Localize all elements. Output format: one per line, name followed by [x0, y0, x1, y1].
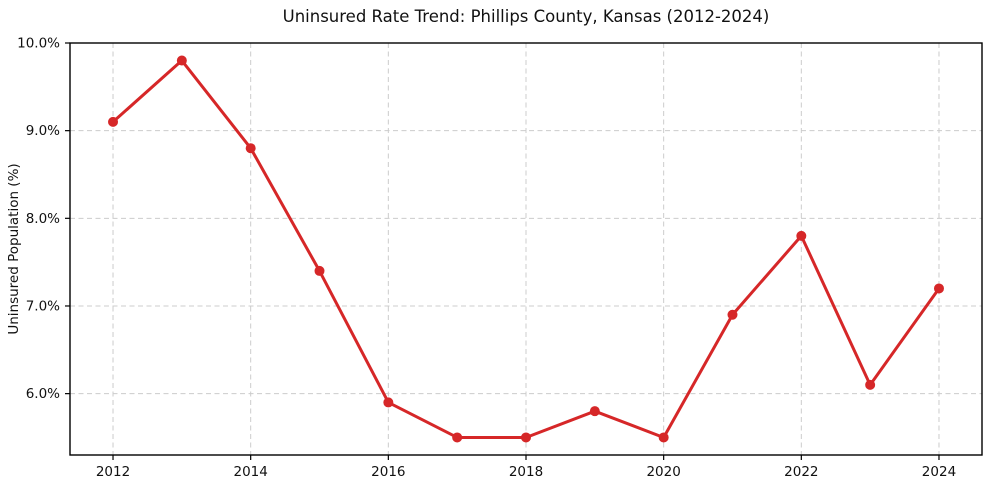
y-tick-label: 6.0%: [26, 386, 60, 402]
data-point-2015: [314, 265, 325, 276]
y-tick-label: 8.0%: [26, 211, 60, 227]
y-tick-label: 10.0%: [17, 36, 60, 52]
data-point-2023: [865, 379, 876, 390]
data-point-2016: [383, 397, 394, 408]
data-point-2012: [108, 116, 119, 127]
x-tick-label: 2016: [371, 464, 405, 480]
y-tick-label: 9.0%: [26, 123, 60, 139]
chart-title: Uninsured Rate Trend: Phillips County, K…: [282, 7, 770, 26]
data-point-2014: [245, 143, 256, 154]
data-point-2018: [521, 432, 531, 443]
x-tick-label: 2012: [96, 464, 130, 480]
x-tick-label: 2024: [922, 464, 956, 480]
x-tick-label: 2014: [233, 464, 267, 480]
y-axis-label: Uninsured Population (%): [6, 163, 22, 335]
data-point-2024: [933, 283, 944, 294]
data-point-2017: [452, 432, 463, 443]
data-point-2019: [589, 406, 600, 417]
y-tick-label: 7.0%: [26, 298, 60, 314]
x-tick-label: 2020: [646, 464, 680, 480]
data-point-2022: [796, 230, 807, 241]
data-point-2013: [176, 55, 187, 66]
x-tick-label: 2018: [509, 464, 543, 480]
x-tick-label: 2022: [784, 464, 818, 480]
data-point-2021: [727, 309, 738, 320]
data-point-2020: [658, 432, 669, 443]
